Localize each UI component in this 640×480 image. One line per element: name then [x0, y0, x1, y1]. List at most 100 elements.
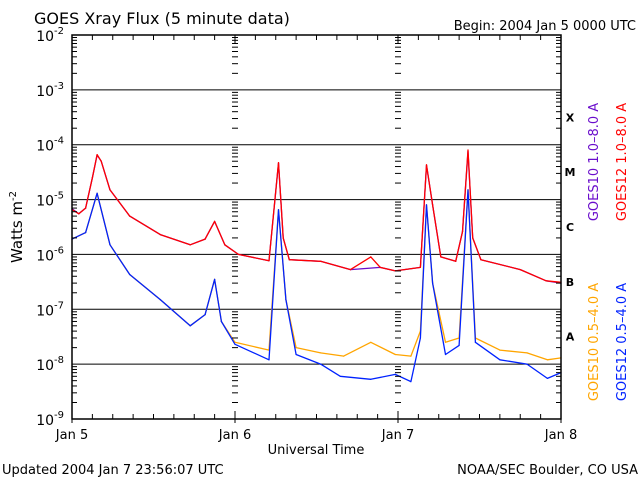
- data-point: [78, 213, 80, 215]
- data-point: [320, 260, 322, 262]
- data-point: [394, 353, 396, 356]
- data-point: [343, 355, 345, 357]
- data-point: [519, 269, 521, 271]
- y-tick-label: 10-9: [36, 410, 64, 429]
- begin-label: Begin: 2004 Jan 5 0000 UTC: [454, 19, 636, 34]
- credit: NOAA/SEC Boulder, CO USA: [457, 463, 638, 478]
- data-point: [432, 282, 434, 284]
- x-tick-label: Jan 7: [381, 428, 414, 443]
- data-point: [96, 154, 98, 156]
- data-point: [432, 204, 434, 206]
- data-point: [109, 244, 111, 246]
- data-point: [379, 266, 381, 268]
- data-point: [288, 259, 290, 261]
- data-point: [499, 349, 501, 351]
- y-axis-label-text: Watts m: [8, 201, 26, 263]
- data-point: [268, 260, 270, 262]
- chart-title: GOES Xray Flux (5 minute data): [34, 9, 290, 28]
- data-point: [237, 253, 239, 255]
- data-point: [295, 347, 297, 349]
- data-point: [467, 149, 469, 151]
- data-point: [214, 278, 216, 280]
- series-line-goes10-1-0-8-0-a: [71, 150, 562, 284]
- data-point: [546, 359, 549, 361]
- flare-class-label: A: [566, 331, 575, 344]
- data-point: [189, 244, 191, 246]
- data-point: [320, 352, 322, 354]
- legend-entry: GOES12 0.5–4.0 A: [615, 283, 630, 401]
- flare-class-label: B: [566, 276, 574, 289]
- data-point: [339, 375, 341, 377]
- data-point: [546, 377, 549, 379]
- x-axis-label: Universal Time: [268, 443, 365, 458]
- data-point: [285, 299, 287, 301]
- y-tick-label: 10-6: [36, 245, 64, 264]
- data-point: [419, 337, 421, 339]
- data-point: [444, 341, 447, 343]
- data-point: [85, 207, 87, 209]
- data-point: [282, 237, 284, 239]
- data-point: [370, 378, 372, 380]
- y-axis-label: Watts m-2: [8, 191, 26, 263]
- data-point: [220, 320, 222, 323]
- data-point: [474, 341, 476, 343]
- data-point: [499, 359, 501, 361]
- data-point: [268, 359, 270, 361]
- data-point: [458, 344, 460, 346]
- data-point: [425, 204, 428, 206]
- y-axis-label-sup: -2: [8, 191, 19, 201]
- data-point: [444, 353, 447, 356]
- data-point: [159, 234, 161, 236]
- series-line-goes10-0-5-4-0-a: [71, 189, 562, 361]
- x-tick-label: Jan 5: [55, 428, 88, 443]
- y-tick-label: 10-5: [36, 191, 64, 210]
- data-point: [472, 237, 474, 239]
- y-tick-label: 10-3: [36, 81, 64, 100]
- data-point: [425, 164, 428, 166]
- data-point: [370, 341, 372, 343]
- data-point: [91, 177, 93, 179]
- plot-frame: [71, 34, 562, 420]
- data-point: [320, 363, 322, 365]
- data-point: [419, 266, 421, 268]
- data-point: [100, 160, 102, 162]
- data-point: [370, 256, 372, 258]
- data-point: [410, 355, 412, 357]
- data-point: [467, 189, 469, 191]
- flare-class-label: M: [565, 166, 576, 179]
- data-point: [480, 259, 482, 261]
- data-point: [234, 343, 236, 345]
- data-point: [295, 353, 297, 356]
- data-point: [526, 352, 528, 354]
- updated-timestamp: Updated 2004 Jan 7 23:56:07 UTC: [2, 463, 224, 478]
- data-point: [545, 280, 547, 282]
- data-point: [204, 314, 206, 316]
- legend-entry: GOES10 0.5–4.0 A: [587, 283, 602, 401]
- x-tick-label: Jan 8: [544, 428, 577, 443]
- flare-class-label: X: [566, 111, 575, 124]
- series-line-goes12-0-5-4-0-a: [71, 189, 562, 383]
- data-point: [214, 220, 216, 222]
- data-point: [129, 273, 131, 276]
- data-point: [461, 231, 464, 233]
- data-point: [440, 256, 442, 258]
- data-point: [277, 162, 280, 164]
- data-point: [277, 209, 280, 211]
- data-point: [224, 244, 226, 246]
- data-point: [85, 232, 87, 234]
- legend-entry: GOES12 1.0–8.0 A: [615, 103, 630, 221]
- data-point: [349, 269, 352, 271]
- legend-entry: GOES10 1.0–8.0 A: [587, 103, 602, 221]
- y-tick-label: 10-8: [36, 355, 64, 374]
- x-tick-label: Jan 6: [218, 428, 251, 443]
- data-point: [159, 299, 161, 301]
- data-point: [129, 215, 131, 217]
- data-point: [189, 325, 191, 327]
- data-point: [204, 238, 206, 240]
- data-point: [109, 189, 111, 191]
- y-tick-label: 10-7: [36, 300, 64, 319]
- data-point: [410, 381, 412, 383]
- y-tick-label: 10-4: [36, 136, 64, 155]
- series-line-goes12-1-0-8-0-a: [71, 149, 562, 283]
